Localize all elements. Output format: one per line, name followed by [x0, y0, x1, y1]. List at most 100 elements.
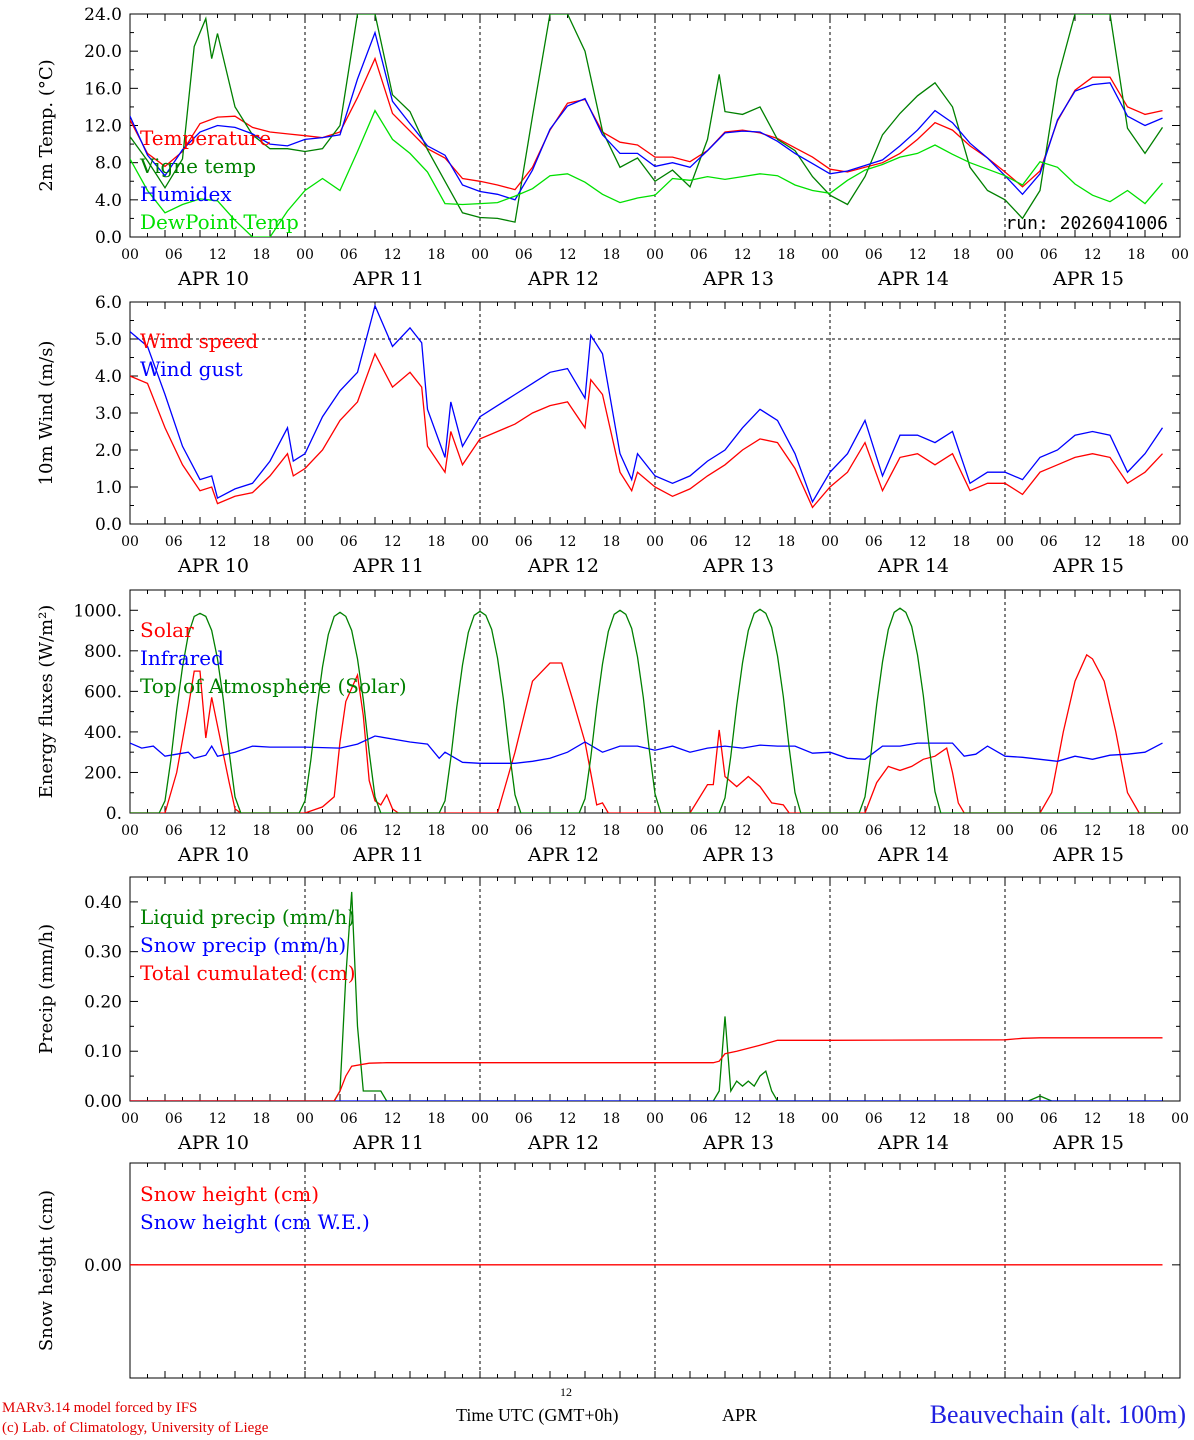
x-tick-label: 06 — [165, 1111, 183, 1127]
series-line-wind-speed — [130, 352, 1163, 509]
x-tick-label: 06 — [865, 534, 883, 550]
legend-entry: Liquid precip (mm/h) — [140, 905, 355, 929]
y-axis-title: Precip (mm/h) — [36, 924, 57, 1054]
x-tick-label: 18 — [777, 534, 795, 550]
x-tick-label: 12 — [1084, 534, 1102, 550]
x-tick-label: 00 — [1171, 247, 1189, 263]
x-tick-label: 18 — [952, 534, 970, 550]
x-tick-label: 00 — [996, 534, 1014, 550]
y-tick-label: 5.0 — [95, 330, 122, 350]
series-line-total-cumulated-cm- — [130, 1037, 1163, 1101]
day-label: APR 13 — [702, 844, 774, 866]
x-tick-label: 06 — [1040, 247, 1058, 263]
x-tick-label: 06 — [515, 823, 533, 839]
y-tick-label: 4.0 — [95, 191, 122, 211]
day-label: APR 14 — [877, 555, 949, 577]
copyright-credit: (c) Lab. of Climatology, University of L… — [2, 1420, 269, 1436]
y-tick-label: 0.10 — [84, 1042, 122, 1062]
x-tick-label: 00 — [296, 534, 314, 550]
x-tick-label: 18 — [777, 247, 795, 263]
x-tick-label: 18 — [1127, 823, 1145, 839]
x-tick-label: 18 — [952, 1111, 970, 1127]
x-tick-label: 00 — [1171, 534, 1189, 550]
x-tick-label: 12 — [209, 823, 227, 839]
legend-entry: Snow height (cm W.E.) — [140, 1210, 370, 1234]
station-label: Beauvechain (alt. 100m) — [929, 1400, 1186, 1429]
series-line-top-of-atmosphere-solar- — [130, 607, 1163, 813]
day-label: APR 14 — [877, 844, 949, 866]
run-label: run: 2026041006 — [1005, 213, 1168, 234]
series-line-humidex — [130, 30, 1163, 201]
x-tick-label: 06 — [690, 534, 708, 550]
x-tick-label: 18 — [252, 823, 270, 839]
x-tick-label: 18 — [777, 823, 795, 839]
x-tick-label: 00 — [821, 534, 839, 550]
x-tick-label: 18 — [1127, 247, 1145, 263]
day-label: APR 11 — [352, 268, 424, 290]
y-tick-label: 0.0 — [95, 515, 122, 535]
legend-entry: Wind speed — [140, 329, 258, 353]
x-tick-label: 06 — [515, 247, 533, 263]
x-tick-label: 06 — [340, 1111, 358, 1127]
y-tick-label: 0.0 — [95, 228, 122, 248]
x-tick-label: 12 — [209, 247, 227, 263]
series-line-solar — [130, 653, 1163, 813]
x-tick-label: 06 — [515, 534, 533, 550]
y-axis-title: 2m Temp. (°C) — [36, 59, 57, 191]
x-tick-label: 18 — [427, 1111, 445, 1127]
y-tick-label: 4.0 — [95, 367, 122, 387]
model-credit: MARv3.14 model forced by IFS — [2, 1400, 198, 1416]
x-tick-label: 06 — [165, 823, 183, 839]
y-tick-label: 0.00 — [84, 1256, 122, 1276]
x-tick-label: 12 — [559, 247, 577, 263]
legend-entry: Total cumulated (cm) — [140, 961, 356, 985]
x-tick-label: 18 — [252, 534, 270, 550]
month-label: APR — [722, 1405, 758, 1425]
legend-entry: Snow height (cm) — [140, 1182, 319, 1206]
y-axis-title: Energy fluxes (W/m²) — [36, 605, 57, 799]
series-line-dewpoint-temp — [130, 109, 1163, 237]
x-tick-label: 12 — [909, 534, 927, 550]
x-tick-label: 00 — [646, 534, 664, 550]
y-axis-title: 10m Wind (m/s) — [36, 341, 57, 486]
y-tick-label: 24.0 — [84, 5, 122, 25]
x-tick-label: 06 — [165, 534, 183, 550]
x-tick-label: 12 — [384, 823, 402, 839]
x-tick-label: 12 — [1084, 247, 1102, 263]
day-label: APR 10 — [177, 268, 249, 290]
x-tick-label: 06 — [690, 247, 708, 263]
y-tick-label: 1.0 — [95, 478, 122, 498]
x-tick-label: 18 — [427, 534, 445, 550]
day-label: APR 10 — [177, 844, 249, 866]
x-tick-label: 18 — [602, 1111, 620, 1127]
legend-entry: Snow precip (mm/h) — [140, 933, 346, 957]
day-label: APR 15 — [1052, 555, 1124, 577]
x-tick-label: 06 — [865, 1111, 883, 1127]
x-tick-label: 00 — [821, 247, 839, 263]
y-tick-label: 0.30 — [84, 943, 122, 963]
x-tick-label: 00 — [996, 823, 1014, 839]
day-label: APR 15 — [1052, 268, 1124, 290]
x-tick-label: 12 — [559, 1111, 577, 1127]
x-tick-label: 00 — [646, 1111, 664, 1127]
day-label: APR 11 — [352, 555, 424, 577]
y-tick-label: 0.20 — [84, 992, 122, 1012]
x-tick-label: 00 — [471, 1111, 489, 1127]
y-tick-label: 8.0 — [95, 154, 122, 174]
x-tick-label: 00 — [471, 534, 489, 550]
x-tick-label: 18 — [252, 1111, 270, 1127]
y-tick-label: 6.0 — [95, 293, 122, 313]
x-tick-label: 12 — [559, 534, 577, 550]
x-tick-label: 12 — [384, 1111, 402, 1127]
y-tick-label: 0.00 — [84, 1092, 122, 1112]
legend-entry: DewPoint Temp — [140, 210, 299, 234]
x-tick-label: 12 — [734, 823, 752, 839]
y-tick-label: 3.0 — [95, 404, 122, 424]
panel-3: 0. 200. 400. 600. 800. 1000. Energy fluxes (W/… — [36, 589, 1189, 866]
x-tick-label: 00 — [646, 823, 664, 839]
x-tick-label: 06 — [515, 1111, 533, 1127]
x-tick-label: 00 — [821, 1111, 839, 1127]
small-hour-label: 12 — [560, 1385, 572, 1399]
x-tick-label: 18 — [952, 823, 970, 839]
meteogram: 0.0 4.0 8.0 12.0 16.0 20.0 24.0 2m Temp. (°C) 00… — [36, 5, 1189, 1379]
